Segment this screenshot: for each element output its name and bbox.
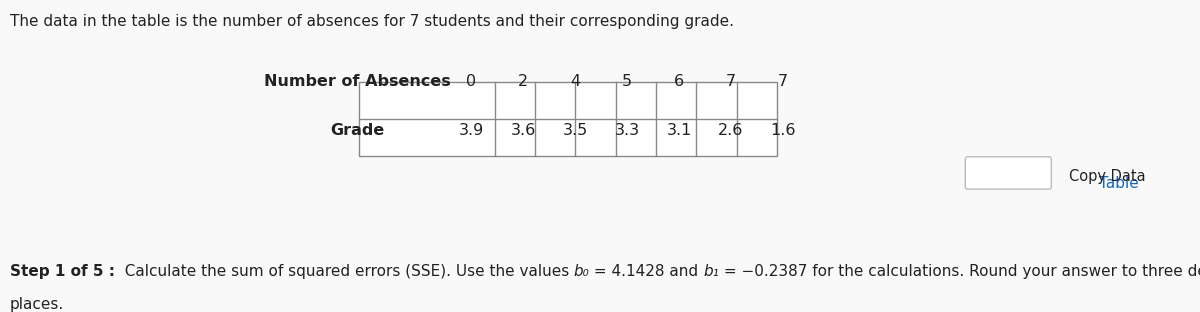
Text: 3.6: 3.6 <box>510 123 535 138</box>
Text: = 4.1428 and: = 4.1428 and <box>589 264 703 279</box>
Text: 4: 4 <box>570 75 580 90</box>
Text: Grade: Grade <box>330 123 385 138</box>
Text: 7: 7 <box>778 75 788 90</box>
Text: Step 1 of 5 :: Step 1 of 5 : <box>10 264 115 279</box>
Text: Number of Absences: Number of Absences <box>264 75 451 90</box>
Text: 3.1: 3.1 <box>666 123 691 138</box>
Text: 3.5: 3.5 <box>563 123 588 138</box>
Text: 7: 7 <box>726 75 736 90</box>
Text: Copy Data: Copy Data <box>1069 168 1146 183</box>
Text: 0: 0 <box>466 75 476 90</box>
Text: 3.9: 3.9 <box>458 123 484 138</box>
Bar <box>359 82 776 156</box>
FancyBboxPatch shape <box>965 157 1051 189</box>
Text: = −0.2387 for the calculations. Round your answer to three decimal: = −0.2387 for the calculations. Round yo… <box>719 264 1200 279</box>
Text: b₁: b₁ <box>703 264 719 279</box>
Text: 5: 5 <box>622 75 632 90</box>
Text: 2.6: 2.6 <box>719 123 744 138</box>
Text: 6: 6 <box>674 75 684 90</box>
Text: places.: places. <box>10 297 64 312</box>
Text: 1.6: 1.6 <box>770 123 796 138</box>
Text: 2: 2 <box>518 75 528 90</box>
Text: 3.3: 3.3 <box>614 123 640 138</box>
Text: Table: Table <box>1099 176 1139 191</box>
Text: The data in the table is the number of absences for 7 students and their corresp: The data in the table is the number of a… <box>10 14 733 29</box>
Text: Calculate the sum of squared errors (SSE). Use the values: Calculate the sum of squared errors (SSE… <box>115 264 574 279</box>
Text: b₀: b₀ <box>574 264 589 279</box>
